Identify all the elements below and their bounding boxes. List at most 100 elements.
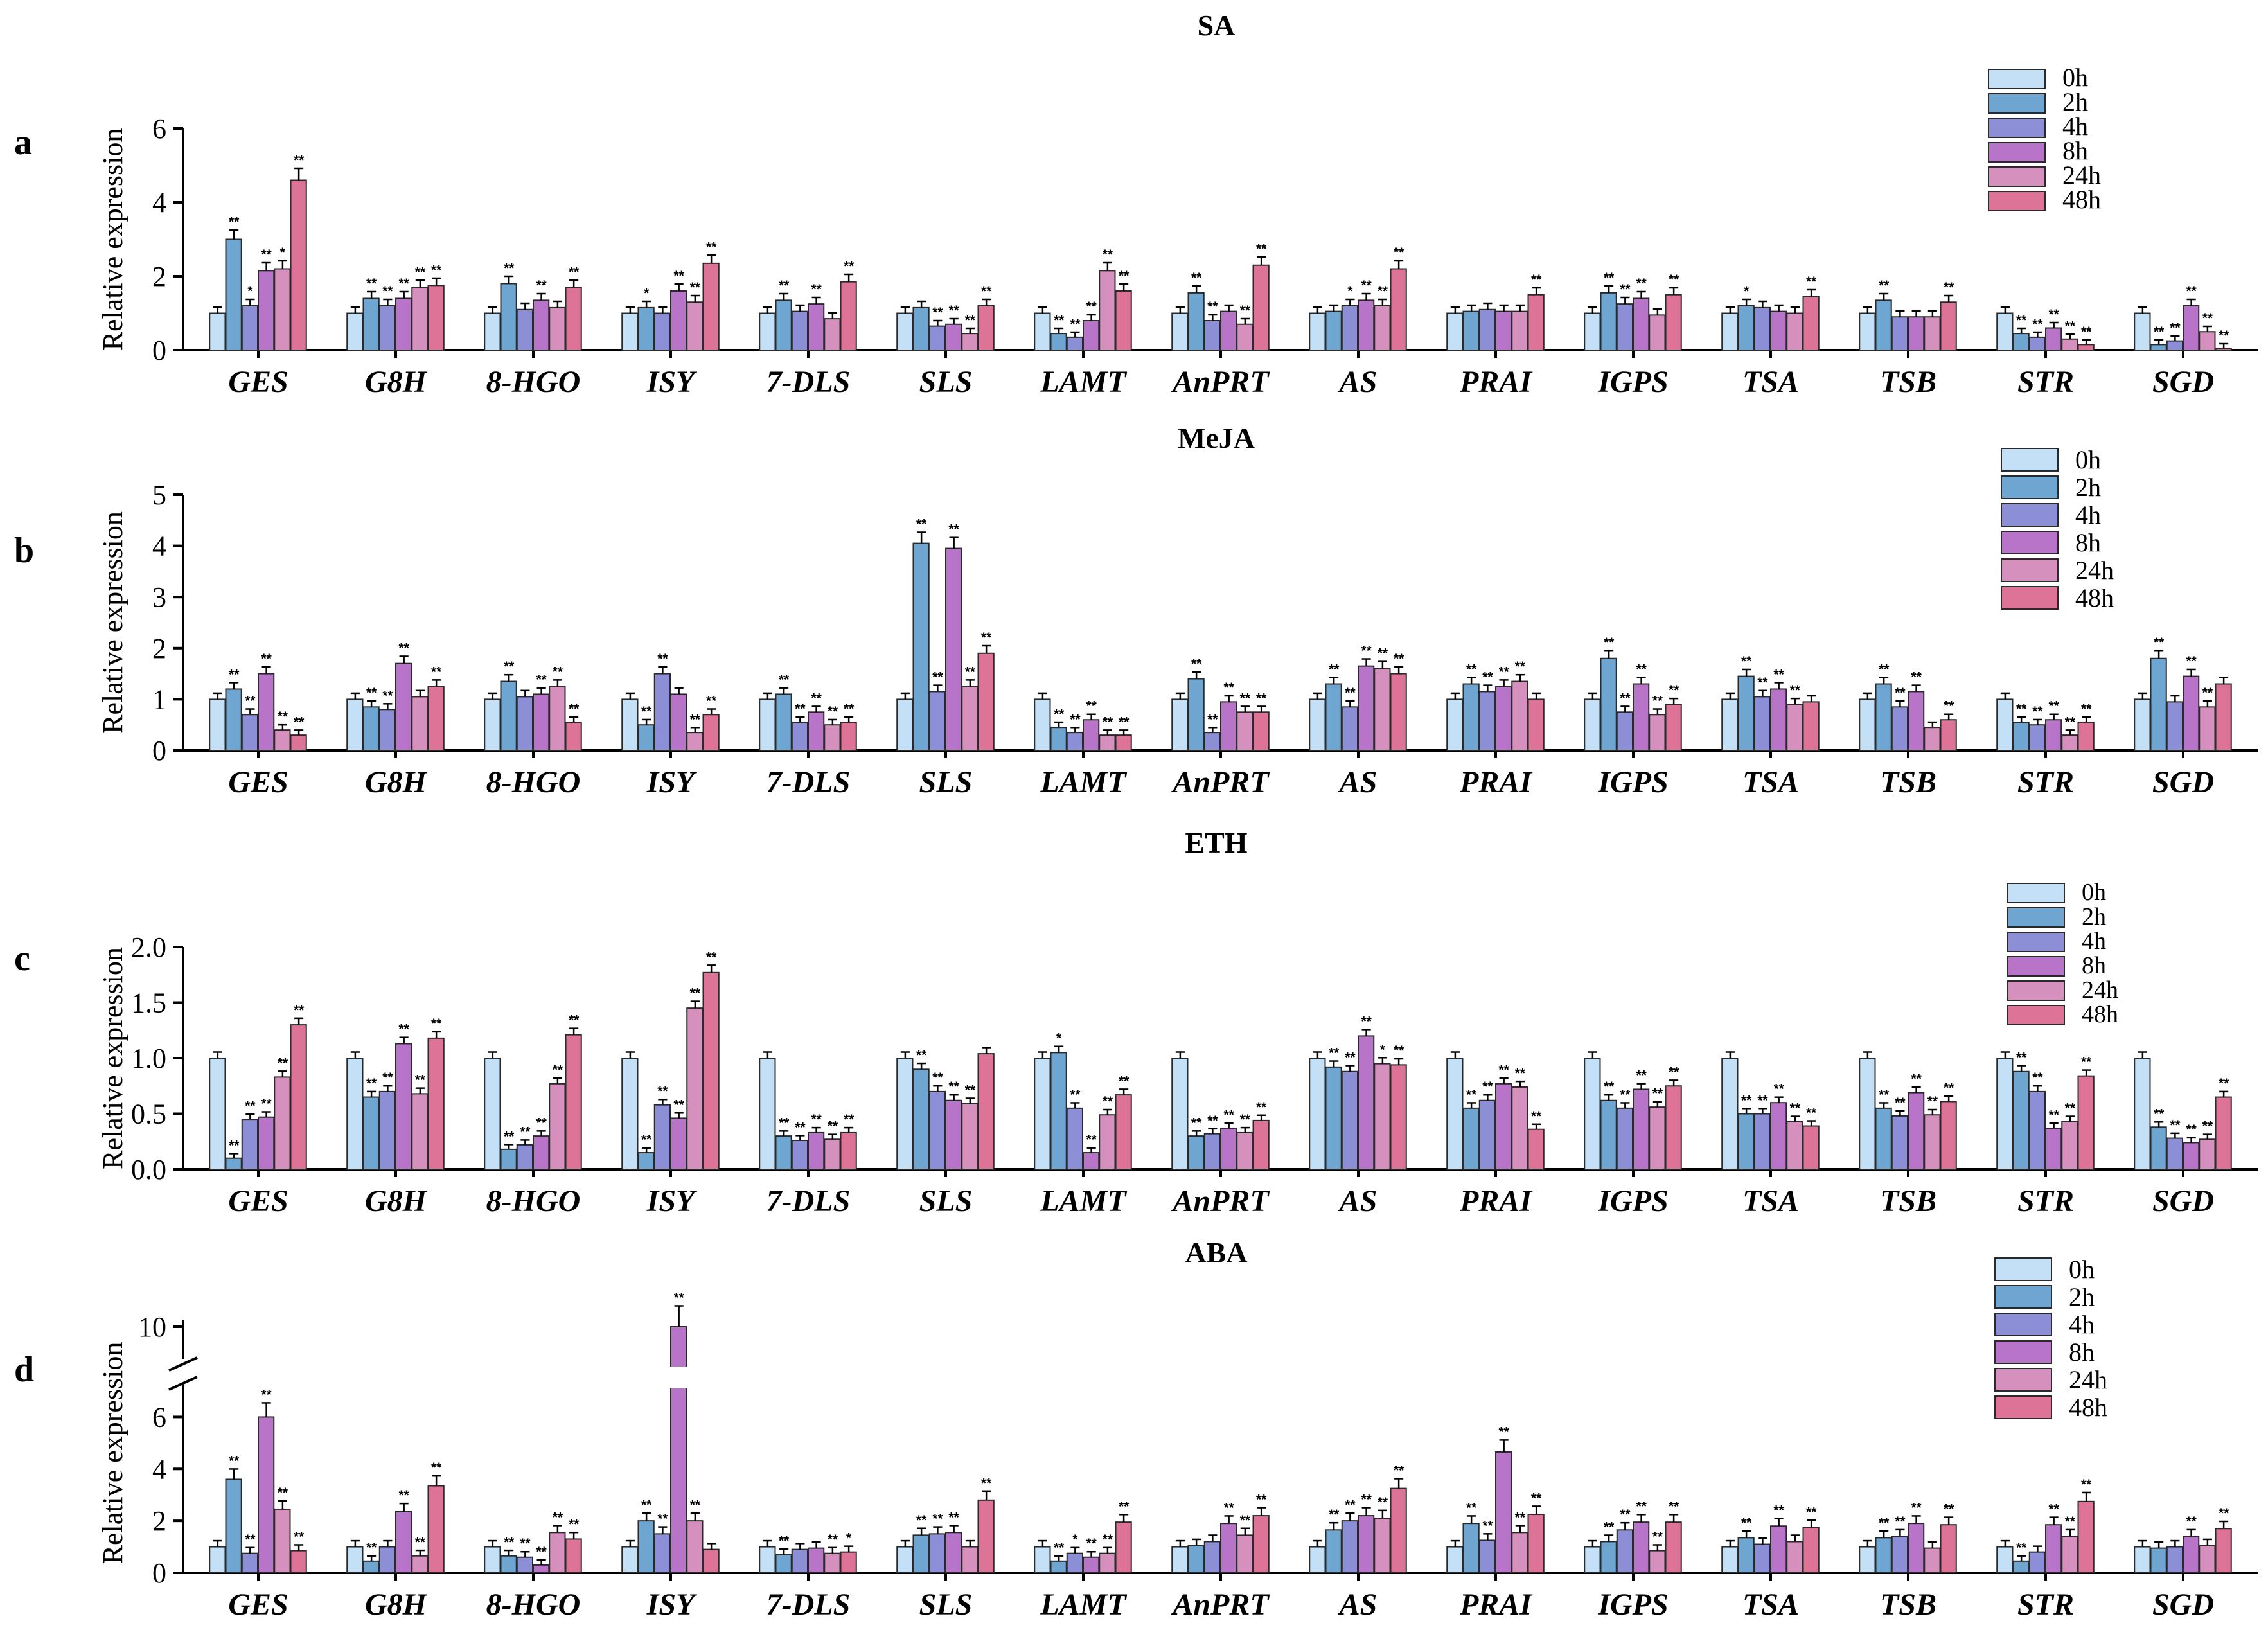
bar-24h — [2061, 734, 2078, 751]
y-tick-label: 2.0 — [131, 932, 166, 963]
gene-label: LAMT — [1040, 765, 1127, 799]
significance-mark: ** — [569, 1517, 580, 1532]
significance-mark: ** — [1757, 1093, 1768, 1108]
significance-mark: ** — [1806, 1106, 1817, 1121]
significance-mark: ** — [657, 651, 668, 666]
bar-2h — [1737, 1537, 1755, 1573]
bar-48h — [565, 1538, 582, 1574]
bar-8h — [1083, 1556, 1100, 1574]
significance-mark: ** — [811, 282, 822, 297]
significance-mark: ** — [1515, 1066, 1526, 1081]
bar-0h — [1584, 1546, 1601, 1574]
significance-mark: * — [1072, 1532, 1078, 1547]
bar-24h — [2061, 1121, 2078, 1170]
significance-mark: ** — [1911, 1500, 1922, 1515]
significance-mark: ** — [1054, 313, 1065, 328]
bar-2h — [912, 1068, 930, 1171]
gene-label: GES — [228, 765, 288, 799]
gene-label: LAMT — [1040, 1184, 1127, 1218]
bar-2h — [1187, 1135, 1205, 1170]
significance-mark: ** — [2202, 686, 2213, 700]
gene-label: G8H — [365, 365, 428, 399]
gene-label: STR — [2017, 1184, 2074, 1218]
gene-label: SGD — [2152, 765, 2214, 799]
bar-4h — [1341, 305, 1359, 351]
bar-2h — [1187, 292, 1205, 351]
panel-label: b — [14, 531, 34, 571]
bar-2h — [1462, 1107, 1480, 1170]
bar-8h — [945, 1532, 962, 1573]
significance-mark: ** — [415, 265, 426, 279]
significance-mark: ** — [261, 651, 272, 666]
bar-4h — [1753, 1113, 1771, 1170]
bar-48h — [1115, 1521, 1132, 1574]
significance-mark: ** — [844, 259, 855, 274]
bar-24h — [1236, 711, 1254, 752]
bar-24h — [2199, 1138, 2216, 1171]
bar-0h — [484, 698, 501, 752]
y-tick-label: 10 — [138, 1311, 166, 1343]
gene-label: TSB — [1880, 365, 1936, 399]
significance-mark: ** — [2081, 1055, 2092, 1070]
significance-mark: ** — [504, 659, 515, 674]
bar-8h — [1770, 1525, 1787, 1573]
panel-label: a — [14, 123, 32, 163]
significance-mark: ** — [1086, 1536, 1097, 1551]
bar-48h — [1802, 701, 1820, 752]
bar-24h — [961, 1103, 979, 1171]
bar-0h — [896, 1546, 914, 1574]
significance-mark: ** — [1944, 1081, 1954, 1095]
bar-4h — [378, 305, 396, 351]
significance-mark: ** — [1240, 691, 1251, 705]
bar-24h — [1236, 1534, 1254, 1574]
bar-2h — [1875, 299, 1892, 351]
gene-label: SGD — [2152, 1184, 2214, 1218]
significance-mark: ** — [278, 1056, 288, 1070]
gene-label: PRAI — [1459, 365, 1533, 399]
gene-label: TSB — [1880, 1184, 1936, 1218]
bar-48h — [977, 1499, 995, 1574]
significance-mark: ** — [1773, 667, 1784, 682]
legend-label: 8h — [2075, 528, 2101, 557]
bar-2h — [500, 283, 517, 351]
significance-mark: ** — [641, 704, 652, 719]
bar-2h — [1050, 333, 1067, 351]
bar-8h — [258, 1116, 275, 1170]
bar-4h — [928, 1090, 946, 1171]
significance-mark: ** — [1652, 1530, 1663, 1545]
bar-4h — [791, 1548, 809, 1573]
gene-label: G8H — [365, 1184, 428, 1218]
bar-4h — [1341, 1520, 1359, 1573]
bar-24h — [1511, 1532, 1528, 1573]
bar-24h — [411, 1555, 429, 1574]
legend-label: 48h — [2062, 185, 2101, 214]
bar-4h — [1341, 1070, 1359, 1171]
bar-8h — [1083, 320, 1100, 351]
bar-24h — [1649, 314, 1666, 351]
legend-label: 0h — [2075, 445, 2101, 474]
bar-8h — [2183, 675, 2200, 751]
bar-8h — [1083, 719, 1100, 751]
gene-label: PRAI — [1459, 1184, 1533, 1218]
significance-mark: ** — [245, 694, 256, 709]
bar-48h — [2077, 722, 2095, 751]
bar-2h — [225, 688, 242, 751]
bar-24h — [1786, 704, 1803, 751]
significance-mark: ** — [1531, 1109, 1542, 1124]
bar-24h — [1786, 1541, 1803, 1573]
significance-mark: ** — [261, 1387, 272, 1402]
legend-swatch-24h — [1994, 1368, 2052, 1392]
significance-mark: ** — [278, 709, 288, 724]
bar-0h — [621, 312, 639, 351]
bar-24h — [549, 1532, 566, 1573]
significance-mark: ** — [1103, 247, 1113, 262]
significance-mark: ** — [1636, 662, 1647, 677]
chart-title: SA — [1198, 9, 1236, 42]
bar-0h — [621, 1058, 639, 1170]
bar-24h — [686, 1007, 704, 1171]
legend-label: 0h — [2062, 63, 2088, 92]
significance-mark: ** — [520, 1536, 531, 1551]
gene-label: GES — [228, 1588, 288, 1622]
bar-4h — [928, 1533, 946, 1574]
